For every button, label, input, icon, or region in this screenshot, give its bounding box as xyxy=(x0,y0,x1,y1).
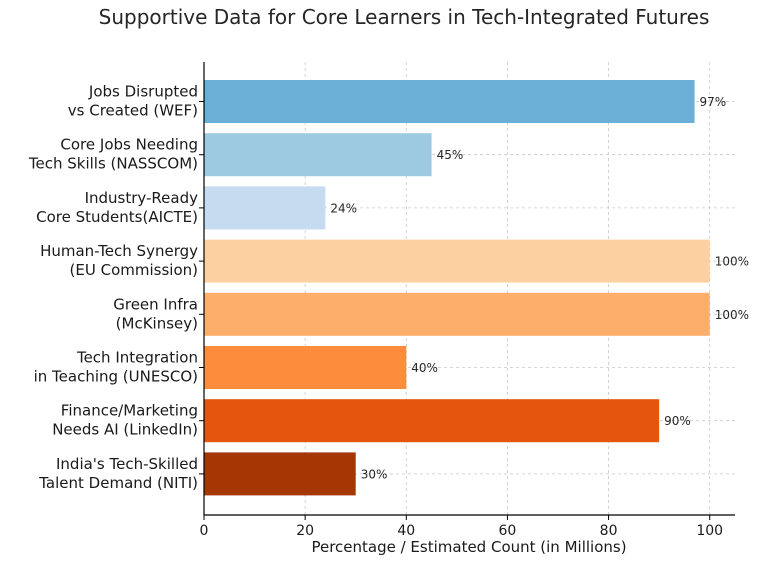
category-label-line: India's Tech-Skilled xyxy=(56,455,198,473)
category-label-line: in Teaching (UNESCO) xyxy=(34,368,198,386)
category-label-line: Finance/Marketing xyxy=(61,402,198,420)
category-label-line: Tech Integration xyxy=(76,349,198,367)
category-label-line: Needs AI (LinkedIn) xyxy=(52,421,198,439)
category-label-line: (McKinsey) xyxy=(116,314,198,332)
x-tick-label: 80 xyxy=(600,523,618,539)
category-label-line: Human-Tech Synergy xyxy=(40,242,198,260)
category-label-line: Core Students(AICTE) xyxy=(36,208,198,226)
x-tick-label: 0 xyxy=(200,523,209,539)
category-label-line: Talent Demand (NITI) xyxy=(38,474,198,492)
x-tick-label: 60 xyxy=(499,523,517,539)
category-label: Finance/Marketing Needs AI (LinkedIn) xyxy=(52,402,198,439)
category-label: Core Jobs Needing Tech Skills (NASSCOM) xyxy=(28,136,198,173)
category-label: Tech Integration in Teaching (UNESCO) xyxy=(34,349,198,386)
bar-value-label: 100% xyxy=(715,308,749,322)
bar xyxy=(204,346,407,389)
bar-value-label: 100% xyxy=(715,255,749,269)
bar-value-label: 90% xyxy=(664,414,691,428)
x-tick-label: 100 xyxy=(696,523,723,539)
category-label-line: Industry-Ready xyxy=(85,189,199,207)
category-label: Green Infra (McKinsey) xyxy=(113,295,198,332)
category-label: Jobs Disrupted vs Created (WEF) xyxy=(68,83,198,120)
bar xyxy=(204,239,710,283)
category-label-line: vs Created (WEF) xyxy=(68,102,198,120)
bars xyxy=(204,80,710,496)
bar-value-label: 97% xyxy=(700,95,727,109)
category-label: Industry-Ready Core Students(AICTE) xyxy=(36,189,198,226)
x-tick-label: 20 xyxy=(296,523,314,539)
bar xyxy=(204,452,356,496)
bar-value-label: 30% xyxy=(361,467,388,481)
bar-value-label: 24% xyxy=(330,201,357,215)
bar xyxy=(204,186,326,230)
category-label-line: Jobs Disrupted xyxy=(88,83,198,101)
bar xyxy=(204,80,695,123)
bar-value-label: 45% xyxy=(437,148,464,162)
bar xyxy=(204,399,660,443)
x-tick-label: 40 xyxy=(397,523,415,539)
x-axis-title: Percentage / Estimated Count (in Million… xyxy=(311,538,626,556)
category-label: India's Tech-Skilled Talent Demand (NITI) xyxy=(38,455,198,492)
category-label-line: Core Jobs Needing xyxy=(60,136,198,154)
bar xyxy=(204,133,432,177)
data-labels: 97% 45% 24% 100% 100% 40% 90% 30% xyxy=(330,95,749,481)
bar xyxy=(204,292,710,336)
category-label: Human-Tech Synergy (EU Commission) xyxy=(40,242,198,279)
category-label-line: Tech Skills (NASSCOM) xyxy=(28,155,198,173)
bar-value-label: 40% xyxy=(411,361,438,375)
axes: 0 20 40 60 80 100 xyxy=(199,62,735,539)
category-labels: Jobs Disrupted vs Created (WEF) Core Jobs … xyxy=(28,83,198,492)
category-label-line: (EU Commission) xyxy=(70,261,198,279)
chart-title: Supportive Data for Core Learners in Tec… xyxy=(99,5,710,29)
category-label-line: Green Infra xyxy=(113,295,198,313)
grid-lines xyxy=(203,62,735,515)
